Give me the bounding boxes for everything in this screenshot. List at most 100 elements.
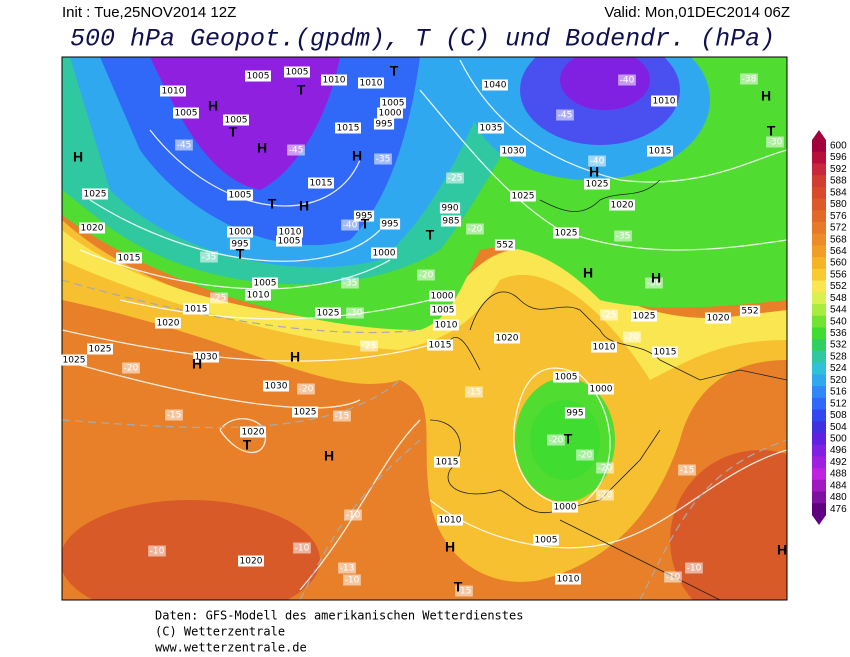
isobar-label: 1010 bbox=[247, 291, 270, 301]
isobar-label-box bbox=[240, 426, 266, 438]
temperature-label: -10 bbox=[346, 511, 361, 521]
isobar-label: 552 bbox=[496, 241, 513, 251]
isobar-label: 1005 bbox=[254, 279, 277, 289]
isobar-label: 995 bbox=[355, 212, 372, 222]
isobar-label: 990 bbox=[441, 204, 458, 214]
isobar-label-box bbox=[321, 74, 347, 86]
isobar-label: 1010 bbox=[557, 575, 580, 585]
isobar-label: 1015 bbox=[654, 348, 677, 358]
temperature-label: -40 bbox=[620, 76, 635, 86]
colorbar-label: 560 bbox=[830, 258, 847, 269]
isobar-label-box bbox=[631, 310, 657, 322]
isobar-label-box bbox=[252, 277, 278, 289]
temperature-label: -40 bbox=[590, 157, 605, 167]
colorbar-swatch bbox=[812, 186, 826, 200]
isobar-label-box bbox=[223, 114, 249, 126]
isobar-label-box bbox=[553, 227, 579, 239]
colorbar-swatch bbox=[812, 268, 826, 282]
isobar-label-box bbox=[193, 351, 219, 363]
colorbar-label: 600 bbox=[830, 141, 847, 152]
colorbar-label: 508 bbox=[830, 410, 847, 421]
isobar-label: 1010 bbox=[439, 516, 462, 526]
isobar-label: 1015 bbox=[337, 124, 360, 134]
isobar-label-box bbox=[494, 239, 516, 251]
isobar-label-box bbox=[238, 555, 264, 567]
temperature-label: -20 bbox=[124, 364, 139, 374]
isobar-label: 1025 bbox=[317, 309, 340, 319]
temperature-label-box bbox=[596, 462, 614, 474]
temperature-label-box bbox=[374, 153, 392, 165]
temperature-label: -10 bbox=[687, 564, 702, 574]
temperature-label: -10 bbox=[150, 547, 165, 557]
colorbar-bottom-cap bbox=[812, 515, 826, 525]
pressure-center: T bbox=[426, 227, 435, 243]
pressure-center: H bbox=[192, 356, 202, 372]
colorbar-swatch bbox=[812, 362, 826, 375]
temperature-label: -30 bbox=[768, 138, 783, 148]
isobar-label-box bbox=[227, 189, 253, 201]
temperature-label-box bbox=[343, 574, 361, 586]
isobar-label-box bbox=[227, 226, 253, 238]
temperature-label-box bbox=[623, 331, 641, 343]
isobar-label: 1010 bbox=[360, 79, 383, 89]
colorbar-label: 516 bbox=[830, 387, 847, 398]
isobar-label: 1005 bbox=[225, 116, 248, 126]
temperature-label-box bbox=[341, 219, 359, 231]
colorbar-label: 568 bbox=[830, 234, 847, 245]
temperature-label: -25 bbox=[362, 342, 377, 352]
temperature-label-box bbox=[664, 571, 682, 583]
isobar-label-box bbox=[437, 514, 463, 526]
isobar-label-box bbox=[652, 346, 678, 358]
temperature-label: -13 bbox=[340, 564, 355, 574]
temperature-label-box bbox=[175, 139, 193, 151]
isobar-label-box bbox=[61, 354, 87, 366]
pressure-center: H bbox=[352, 148, 362, 164]
isobar-label-box bbox=[494, 332, 520, 344]
colorbar-label: 592 bbox=[830, 164, 847, 175]
temperature-label: -10 bbox=[666, 573, 681, 583]
isobar-label: 1010 bbox=[593, 343, 616, 353]
temperature-label-box bbox=[466, 223, 484, 235]
map-frame bbox=[61, 56, 788, 601]
isobar-label-box bbox=[183, 303, 209, 315]
isobar-label-box bbox=[79, 222, 105, 234]
isobar-label-box bbox=[609, 199, 635, 211]
colorbar-label: 524 bbox=[830, 363, 847, 374]
temperature-label-box bbox=[338, 562, 356, 574]
colorbar-swatch bbox=[812, 374, 826, 387]
isobar-label: 995 bbox=[381, 220, 398, 230]
isobar-label: 1010 bbox=[323, 76, 346, 86]
isobar-label: 1005 bbox=[286, 68, 309, 78]
isobar-label-box bbox=[380, 97, 406, 109]
temperature-label-box bbox=[293, 542, 311, 554]
isobar-label-box bbox=[647, 145, 673, 157]
temperature-label-box bbox=[346, 307, 364, 319]
colorbar-label: 476 bbox=[830, 504, 847, 515]
colorbar-swatch bbox=[812, 292, 826, 305]
isobar-label-box bbox=[430, 304, 456, 316]
colorbar-label: 544 bbox=[830, 305, 847, 316]
colorbar-label: 532 bbox=[830, 340, 847, 351]
colorbar-label: 536 bbox=[830, 328, 847, 339]
map-title: 500 hPa Geopot.(gpdm), T (C) und Bodendr… bbox=[70, 25, 775, 54]
footer-url: www.wetterzentrale.de bbox=[155, 641, 307, 655]
temperature-label-box bbox=[455, 585, 473, 597]
temperature-label: -45 bbox=[289, 146, 304, 156]
temperature-label: -25 bbox=[212, 294, 227, 304]
isobar-label: 1010 bbox=[435, 321, 458, 331]
isobar-label-box bbox=[533, 534, 559, 546]
isobar-label-box bbox=[555, 573, 581, 585]
isobar-label: 1020 bbox=[242, 428, 265, 438]
isobar-label-box bbox=[564, 407, 586, 419]
isobar-label: 1015 bbox=[185, 305, 208, 315]
pressure-center: H bbox=[324, 448, 334, 464]
pressure-center: T bbox=[454, 579, 463, 595]
isobar-label: 1015 bbox=[429, 341, 452, 351]
temperature-label: -15 bbox=[467, 388, 482, 398]
colorbar-label: 584 bbox=[830, 187, 847, 198]
temperature-label-box bbox=[556, 109, 574, 121]
colorbar-swatch bbox=[812, 432, 826, 446]
colorbar-swatch bbox=[812, 198, 826, 211]
temperature-label-box bbox=[148, 545, 166, 557]
temperature-label: -35 bbox=[376, 155, 391, 165]
